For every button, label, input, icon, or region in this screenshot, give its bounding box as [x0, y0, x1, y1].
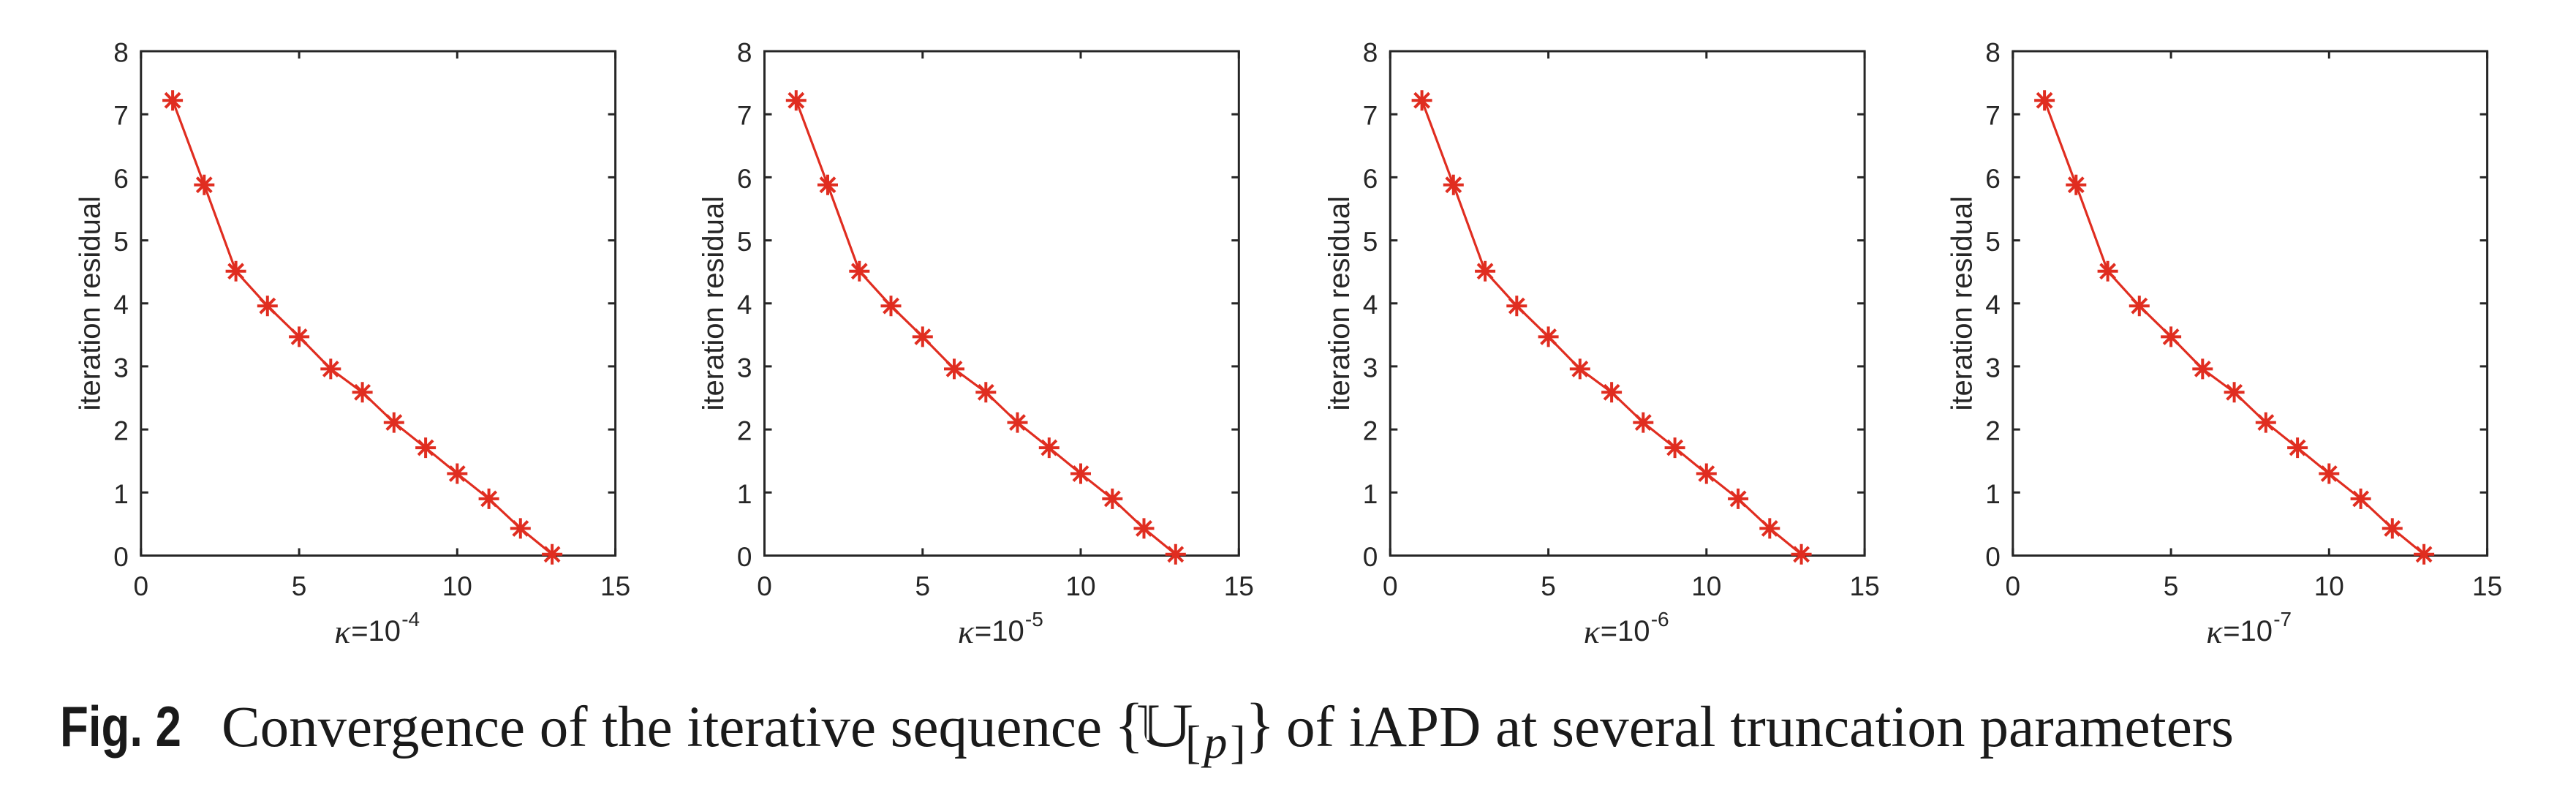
svg-text:{: {: [1114, 691, 1144, 759]
svg-text:6: 6: [737, 164, 752, 194]
svg-text:15: 15: [1850, 571, 1880, 601]
svg-text:0: 0: [757, 571, 772, 601]
svg-text:0: 0: [737, 542, 752, 572]
svg-text:=10: =10: [975, 615, 1024, 647]
svg-text:4: 4: [1363, 290, 1378, 320]
svg-text:=10: =10: [2223, 615, 2273, 647]
svg-text:6: 6: [1363, 164, 1378, 194]
svg-text:4: 4: [1985, 290, 2001, 320]
svg-text:3: 3: [737, 353, 752, 383]
svg-text:15: 15: [600, 571, 630, 601]
svg-text:}: }: [1245, 691, 1274, 759]
svg-text:5: 5: [1363, 227, 1378, 257]
svg-text:κ: κ: [1584, 613, 1601, 650]
svg-text:0: 0: [1985, 542, 2001, 572]
svg-text:1: 1: [1985, 479, 2001, 509]
svg-text:-5: -5: [1025, 608, 1043, 631]
svg-text:iteration residual: iteration residual: [1946, 196, 1978, 411]
svg-text:iteration residual: iteration residual: [74, 196, 106, 411]
svg-text:5: 5: [1541, 571, 1556, 601]
svg-text:4: 4: [737, 290, 752, 320]
svg-text:5: 5: [737, 227, 752, 257]
svg-text:-7: -7: [2273, 608, 2292, 631]
svg-text:10: 10: [442, 571, 472, 601]
svg-text:-4: -4: [401, 608, 420, 631]
svg-text:2: 2: [737, 416, 752, 446]
svg-text:8: 8: [737, 38, 752, 68]
svg-text:8: 8: [1985, 38, 2001, 68]
svg-text:Fig. 2: Fig. 2: [60, 694, 181, 759]
svg-text:5: 5: [2164, 571, 2179, 601]
svg-text:15: 15: [2472, 571, 2502, 601]
svg-text:κ: κ: [2206, 613, 2223, 650]
svg-text:7: 7: [113, 101, 129, 131]
svg-text:5: 5: [113, 227, 129, 257]
svg-text:7: 7: [1985, 101, 2001, 131]
svg-text:3: 3: [113, 353, 129, 383]
svg-text:0: 0: [1383, 571, 1398, 601]
svg-text:iteration residual: iteration residual: [698, 196, 730, 411]
svg-text:5: 5: [1985, 227, 2001, 257]
svg-text:5: 5: [915, 571, 931, 601]
svg-text:2: 2: [1985, 416, 2001, 446]
svg-text:10: 10: [2314, 571, 2344, 601]
svg-text:3: 3: [1985, 353, 2001, 383]
svg-text:2: 2: [1363, 416, 1378, 446]
svg-text:0: 0: [1363, 542, 1378, 572]
svg-text:10: 10: [1691, 571, 1721, 601]
svg-text:1: 1: [1363, 479, 1378, 509]
svg-text:6: 6: [113, 164, 129, 194]
svg-text:0: 0: [2006, 571, 2021, 601]
svg-text:Convergence of the iterative s: Convergence of the iterative sequence: [222, 696, 1102, 759]
svg-text:2: 2: [113, 416, 129, 446]
svg-text:8: 8: [1363, 38, 1378, 68]
svg-text:κ: κ: [958, 613, 975, 650]
svg-text:[p]: [p]: [1185, 716, 1249, 768]
svg-text:4: 4: [113, 290, 129, 320]
svg-text:iteration residual: iteration residual: [1323, 196, 1356, 411]
svg-text:6: 6: [1985, 164, 2001, 194]
svg-text:U: U: [1136, 691, 1193, 760]
svg-text:0: 0: [134, 571, 149, 601]
svg-text:8: 8: [113, 38, 129, 68]
svg-text:7: 7: [737, 101, 752, 131]
svg-text:1: 1: [113, 479, 129, 509]
svg-text:3: 3: [1363, 353, 1378, 383]
svg-text:=10: =10: [1601, 615, 1650, 647]
svg-text:5: 5: [292, 571, 307, 601]
svg-text:=10: =10: [351, 615, 401, 647]
svg-text:of iAPD at several truncation: of iAPD at several truncation parameters: [1286, 696, 2234, 759]
svg-text:10: 10: [1065, 571, 1095, 601]
svg-text:7: 7: [1363, 101, 1378, 131]
svg-text:15: 15: [1224, 571, 1254, 601]
svg-text:-6: -6: [1651, 608, 1669, 631]
svg-text:1: 1: [737, 479, 752, 509]
svg-text:κ: κ: [334, 613, 351, 650]
svg-text:0: 0: [113, 542, 129, 572]
